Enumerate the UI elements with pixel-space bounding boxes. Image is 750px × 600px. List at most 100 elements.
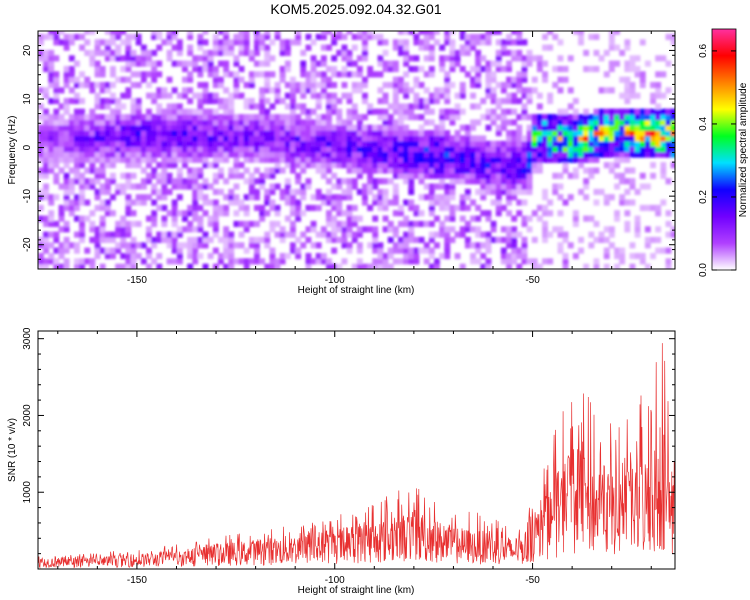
heatmap-cell <box>434 156 440 163</box>
heatmap-cell <box>269 258 276 265</box>
heatmap-cell <box>290 167 296 174</box>
heatmap-cell <box>320 33 327 40</box>
heatmap-cell <box>146 49 152 56</box>
heatmap-cell <box>315 119 322 126</box>
heatmap-cell <box>290 114 296 121</box>
heatmap-cell <box>608 135 615 142</box>
heatmap-cell <box>660 71 667 78</box>
heatmap-cell <box>192 124 199 131</box>
heatmap-cell <box>53 172 60 179</box>
heatmap-cell <box>624 44 631 51</box>
heatmap-cell <box>218 172 224 179</box>
heatmap-cell <box>423 108 430 115</box>
heatmap-cell <box>619 178 626 185</box>
heatmap-cell <box>161 183 168 190</box>
heatmap-cell <box>418 103 425 110</box>
heatmap-cell <box>156 140 163 147</box>
heatmap-cell <box>392 183 399 190</box>
heatmap-cell <box>135 82 142 89</box>
heatmap-cell <box>248 49 255 56</box>
heatmap-cell <box>223 146 230 153</box>
heatmap-cell <box>125 55 132 62</box>
heatmap-cell <box>603 151 610 158</box>
heatmap-cell <box>490 188 497 195</box>
heatmap-cell <box>608 242 615 249</box>
heatmap-cell <box>120 55 127 62</box>
heatmap-cell <box>110 156 116 163</box>
heatmap-cell <box>578 247 584 254</box>
heatmap-cell <box>485 210 492 217</box>
heatmap-cell <box>336 140 343 147</box>
heatmap-cell <box>74 242 80 249</box>
heatmap-cell <box>63 156 70 163</box>
heatmap-cell <box>290 226 296 233</box>
heatmap-cell <box>290 156 296 163</box>
heatmap-cell <box>459 199 466 206</box>
heatmap-cell <box>156 162 163 169</box>
heatmap-cell <box>140 242 147 249</box>
heatmap-cell <box>382 156 389 163</box>
heatmap-cell <box>197 253 204 260</box>
heatmap-cell <box>223 130 230 137</box>
heatmap-cell <box>521 140 528 147</box>
heatmap-cell <box>223 247 230 254</box>
heatmap-cell <box>182 140 188 147</box>
heatmap-cell <box>166 188 173 195</box>
heatmap-cell <box>526 178 533 185</box>
heatmap-cell <box>480 151 487 158</box>
heatmap-cell <box>218 140 224 147</box>
heatmap-cell <box>475 215 482 222</box>
heatmap-cell <box>58 242 65 249</box>
heatmap-cell <box>670 114 675 121</box>
heatmap-cell <box>43 33 49 40</box>
heatmap-cell <box>382 226 389 233</box>
heatmap-cell <box>500 178 507 185</box>
heatmap-cell <box>125 39 132 46</box>
heatmap-cell <box>629 114 636 121</box>
heatmap-cell <box>326 66 332 73</box>
heatmap-cell <box>254 204 260 211</box>
heatmap-cell <box>629 146 636 153</box>
heatmap-cell <box>470 146 476 153</box>
heatmap-cell <box>346 210 353 217</box>
heatmap-cell <box>202 151 209 158</box>
heatmap-cell <box>140 71 147 78</box>
heatmap-cell <box>341 194 348 201</box>
heatmap-cell <box>382 114 389 121</box>
heatmap-cell <box>264 263 271 269</box>
heatmap-cell <box>207 55 214 62</box>
heatmap-cell <box>372 236 379 243</box>
heatmap-cell <box>284 119 291 126</box>
heatmap-cell <box>552 183 559 190</box>
heatmap-cell <box>521 92 528 99</box>
heatmap-cell <box>89 140 96 147</box>
heatmap-cell <box>264 231 271 238</box>
heatmap-cell <box>341 119 348 126</box>
heatmap-cell <box>583 49 590 56</box>
heatmap-cell <box>53 33 60 40</box>
heatmap-cell <box>63 119 70 126</box>
heatmap-cell <box>634 55 641 62</box>
heatmap-cell <box>665 146 672 153</box>
heatmap-cell <box>295 178 302 185</box>
heatmap-cell <box>233 87 240 94</box>
heatmap-cell <box>43 162 49 169</box>
heatmap-cell <box>269 226 276 233</box>
heatmap-cell <box>151 140 158 147</box>
heatmap-cell <box>423 146 430 153</box>
heatmap-cell <box>74 231 80 238</box>
heatmap-cell <box>629 140 636 147</box>
heatmap-cell <box>156 231 163 238</box>
heatmap-cell <box>94 130 101 137</box>
heatmap-cell <box>264 156 271 163</box>
heatmap-cell <box>346 194 353 201</box>
heatmap-cell <box>542 119 548 126</box>
heatmap-cell <box>171 140 178 147</box>
heatmap-cell <box>212 108 219 115</box>
heatmap-cell <box>192 140 199 147</box>
heatmap-cell <box>351 108 358 115</box>
heatmap-cell <box>130 258 137 265</box>
heatmap-cell <box>305 140 312 147</box>
heatmap-cell <box>516 31 523 35</box>
heatmap-cell <box>166 178 173 185</box>
